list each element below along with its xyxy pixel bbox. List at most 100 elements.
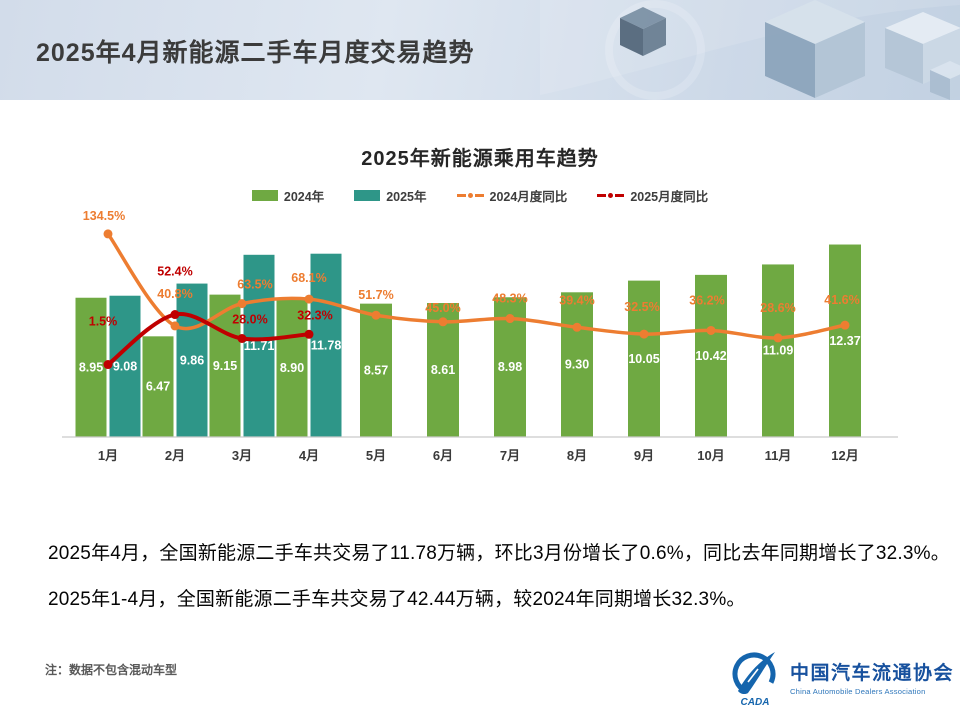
trend-combo-chart: 8.95 9.08 1月 6.47 9.86 2月 9.15 11.71 3月 8.90 11.78… (62, 209, 898, 463)
yoy-2024-label: 41.6% (824, 293, 859, 307)
yoy-2025-point (304, 329, 314, 339)
x-axis-label: 7月 (500, 448, 520, 463)
legend-item-2024-yoy-line: 2024月度同比 (456, 186, 568, 205)
yoy-2024-point (371, 310, 381, 320)
legend-bar-swatch-2024 (251, 190, 278, 201)
yoy-2024-label: 39.4% (559, 293, 594, 307)
yoy-2024-point (103, 229, 113, 239)
yoy-2024-label: 32.5% (624, 300, 659, 314)
yoy-2025-line (106, 312, 311, 367)
org-name-en: China Automobile Dealers Association (790, 687, 926, 696)
x-axis-label: 11月 (765, 448, 792, 463)
cada-logo-mark-icon: CADA (732, 652, 776, 708)
chart-legend: 2024年 2025年 2024月度同比 2025月度同比 (0, 186, 960, 205)
bar-2025-1月 (109, 295, 141, 437)
bar-label-2025: 11.78 (311, 338, 342, 352)
yoy-2025-label: 52.4% (157, 265, 192, 279)
bar-2024-9月 (628, 280, 660, 437)
legend-bar-swatch-2025 (354, 190, 381, 201)
legend-label-2025-yoy: 2025月度同比 (630, 190, 709, 204)
x-axis-label: 4月 (299, 448, 319, 463)
yoy-2025-label: 1.5% (89, 315, 118, 329)
legend-item-2025-bars: 2025年 (354, 186, 427, 205)
yoy-2024-point (639, 329, 649, 339)
legend-line-swatch-2024-yoy (456, 193, 484, 198)
svg-text:CADA: CADA (741, 697, 770, 708)
bar-2024-2月 (142, 336, 174, 437)
bar-label-2024: 8.61 (431, 363, 455, 377)
yoy-2024-point (572, 322, 582, 332)
bar-label-2024: 8.90 (280, 361, 304, 375)
bar-label-2025: 9.86 (180, 353, 204, 367)
yoy-2024-label: 63.5% (237, 278, 272, 292)
bar-label-2024: 6.47 (146, 380, 170, 394)
chart-title: 2025年新能源乘用车趋势 (361, 148, 599, 170)
x-axis-label: 6月 (433, 448, 453, 463)
yoy-2024-label: 28.6% (760, 301, 795, 315)
bar-label-2024: 10.05 (628, 352, 659, 366)
bar-label-2024: 9.15 (213, 359, 237, 373)
x-axis-label: 5月 (366, 448, 386, 463)
legend-label-2025: 2025年 (386, 190, 427, 204)
yoy-2024-point (706, 325, 716, 335)
cada-logo-text: 中国汽车流通协会 China Automobile Dealers Associ… (790, 650, 954, 696)
bar-2024-8月 (561, 292, 593, 437)
yoy-2025-point (103, 360, 113, 370)
bar-2025-3月 (243, 254, 275, 437)
bar-label-2024: 8.98 (498, 360, 522, 374)
x-axis-label: 9月 (634, 448, 654, 463)
bar-2025-2月 (176, 283, 208, 437)
summary-line-1: 2025年4月，全国新能源二手车共交易了11.78万辆，环比3月份增长了0.6%… (48, 543, 950, 564)
bar-2024-5月 (360, 303, 392, 437)
yoy-2024-point (438, 317, 448, 327)
yoy-2025-point (170, 310, 180, 320)
footnote: 注：数据不包含混动车型 (45, 663, 178, 677)
bar-2025-4月 (310, 253, 342, 437)
yoy-2025-point (237, 333, 247, 343)
yoy-2024-label: 68.1% (291, 271, 326, 285)
yoy-2024-label: 40.8% (157, 287, 192, 301)
legend-line-swatch-2025-yoy (597, 193, 625, 198)
summary-line-2: 2025年1-4月，全国新能源二手车共交易了42.44万辆，较2024年同期增长… (48, 589, 746, 610)
page-title: 2025年4月新能源二手车月度交易趋势 (36, 39, 475, 67)
x-axis-label: 1月 (98, 448, 118, 463)
bar-label-2024: 12.37 (829, 334, 860, 348)
legend-item-2025-yoy-line: 2025月度同比 (597, 186, 708, 205)
bar-2024-10月 (695, 274, 727, 437)
bar-label-2025: 9.08 (113, 359, 137, 373)
org-name-cn: 中国汽车流通协会 (790, 663, 955, 684)
yoy-2024-point (840, 320, 850, 330)
yoy-2024-point (505, 314, 515, 324)
bar-2024-1月 (75, 297, 107, 437)
x-axis-label: 10月 (697, 448, 724, 463)
yoy-2024-point (304, 294, 314, 304)
x-axis-label: 2月 (165, 448, 185, 463)
cada-logo: CADA 中国汽车流通协会 China Automobile Dealers A… (728, 650, 954, 708)
bar-label-2024: 8.57 (364, 363, 388, 377)
decorative-cubes-graphic (540, 0, 960, 100)
header-banner: 2025年4月新能源二手车月度交易趋势 (0, 0, 960, 100)
yoy-2024-point (773, 333, 783, 343)
bar-2024-11月 (762, 264, 794, 437)
yoy-2024-label: 36.2% (689, 293, 724, 307)
x-axis-label: 12月 (831, 448, 858, 463)
bar-2024-4月 (276, 298, 308, 437)
yoy-2024-point (237, 299, 247, 309)
bar-label-2024: 8.95 (79, 360, 103, 374)
yoy-2024-point (170, 321, 180, 331)
x-axis-label: 8月 (567, 448, 587, 463)
bar-2024-12月 (829, 244, 861, 437)
yoy-2025-label: 28.0% (232, 312, 267, 326)
bar-label-2024: 11.09 (763, 344, 794, 358)
yoy-2024-label: 134.5% (83, 209, 125, 223)
yoy-2024-label: 45.0% (425, 301, 460, 315)
x-axis-label: 3月 (232, 448, 252, 463)
legend-item-2024-bars: 2024年 (251, 186, 325, 205)
bar-label-2024: 10.42 (695, 349, 726, 363)
yoy-2025-label: 32.3% (297, 308, 332, 322)
yoy-2024-label: 51.7% (358, 288, 393, 302)
legend-label-2024-yoy: 2024月度同比 (489, 190, 568, 204)
bar-label-2025: 11.71 (244, 339, 275, 353)
legend-label-2024: 2024年 (283, 190, 325, 204)
